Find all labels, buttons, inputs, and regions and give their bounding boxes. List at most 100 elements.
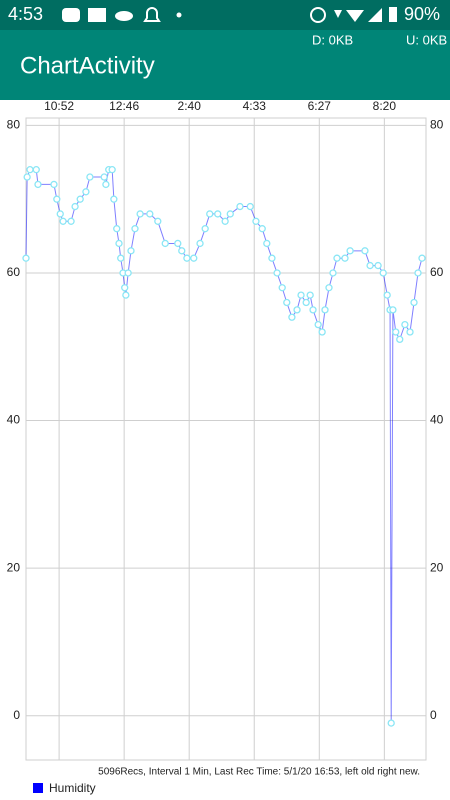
- data-point: [318, 328, 326, 336]
- data-point: [32, 166, 40, 174]
- y-tick-label: 80: [7, 118, 21, 132]
- data-point: [190, 254, 198, 262]
- data-point: [67, 217, 75, 225]
- data-point: [86, 173, 94, 181]
- data-point: [366, 261, 374, 270]
- data-point: [110, 195, 118, 203]
- data-point: [374, 261, 382, 270]
- data-point: [201, 225, 209, 233]
- y-tick-label: 60: [7, 265, 21, 279]
- data-point: [341, 254, 349, 262]
- x-tick-label: 6:27: [308, 99, 332, 113]
- data-point: [273, 269, 281, 277]
- data-point: [154, 217, 162, 225]
- data-point: [258, 225, 266, 233]
- x-tick-label: 8:20: [373, 99, 397, 113]
- line-icon: [62, 8, 80, 22]
- app-title: ChartActivity: [20, 52, 155, 79]
- upload-counter: U: 0KB: [406, 32, 447, 47]
- data-point: [136, 210, 144, 218]
- data-point: [76, 195, 84, 203]
- y-tick-label: 0: [13, 708, 20, 722]
- y2-tick-label: 20: [430, 560, 444, 574]
- data-point: [414, 269, 422, 277]
- mail-icon: [88, 8, 106, 22]
- data-point: [297, 291, 305, 299]
- data-point: [131, 225, 139, 233]
- plot-frame: [25, 117, 427, 761]
- data-point: [146, 210, 154, 218]
- data-point: [178, 247, 186, 255]
- data-point: [115, 239, 123, 248]
- data-point: [346, 247, 354, 255]
- data-point: [387, 719, 395, 727]
- cloud-icon: [115, 11, 133, 21]
- battery-icon: [389, 7, 397, 22]
- data-point: [309, 306, 317, 314]
- bell-icon: [143, 7, 161, 22]
- y2-tick-label: 40: [430, 413, 444, 427]
- data-point: [293, 306, 301, 314]
- x-tick-label: 2:40: [178, 99, 202, 113]
- data-point: [252, 217, 260, 225]
- chart: 0 20 40 60 80 0 20 40 60 80 10:52 12:46 2:40 4:33 6:27…: [7, 99, 444, 761]
- y2-tick-label: 60: [430, 265, 444, 279]
- data-point: [321, 306, 329, 314]
- data-point: [333, 254, 341, 262]
- data-point: [401, 320, 409, 329]
- data-point: [214, 210, 222, 218]
- data-point: [410, 298, 418, 307]
- data-point: [302, 298, 310, 307]
- data-point: [108, 166, 116, 174]
- data-point: [50, 180, 58, 189]
- status-time: 4:53: [8, 4, 43, 24]
- battery-level: 90%: [404, 4, 440, 24]
- data-point: [329, 269, 337, 277]
- data-point: [71, 202, 79, 211]
- data-point: [406, 328, 414, 336]
- data-point: [268, 254, 276, 262]
- wifi-icon: [346, 10, 364, 22]
- data-point: [361, 247, 369, 255]
- data-point: [26, 166, 34, 174]
- x-tick-label: 10:52: [44, 99, 74, 113]
- data-point: [22, 254, 30, 262]
- data-point: [196, 239, 204, 248]
- data-point: [102, 180, 110, 189]
- data-point: [221, 217, 229, 225]
- data-point: [82, 188, 90, 196]
- data-point: [278, 284, 286, 292]
- data-point: [263, 239, 271, 248]
- data-point: [124, 269, 132, 277]
- data-point: [306, 291, 314, 299]
- data-point: [122, 291, 130, 299]
- data-point: [23, 173, 31, 181]
- data-point: [174, 239, 182, 248]
- data-point: [396, 335, 404, 344]
- data-point: [206, 210, 214, 218]
- data-point: [161, 239, 169, 248]
- y2-tick-label: 0: [430, 708, 437, 722]
- data-point: [59, 217, 67, 225]
- x-tick-label: 4:33: [243, 99, 267, 113]
- app-bar: [0, 30, 450, 100]
- legend-label: Humidity: [49, 781, 96, 795]
- data-point: [34, 180, 42, 189]
- data-point: [127, 247, 135, 255]
- data-point: [325, 284, 333, 292]
- data-point: [183, 254, 191, 262]
- alarm-icon: [310, 7, 326, 23]
- data-point: [53, 195, 61, 203]
- data-point: [389, 306, 397, 314]
- y2-tick-label: 80: [430, 118, 444, 132]
- data-point: [113, 225, 121, 233]
- download-counter: D: 0KB: [312, 32, 353, 47]
- dot-icon: [176, 12, 182, 18]
- data-point: [226, 210, 234, 218]
- data-point: [288, 313, 296, 321]
- vibrate-icon: [334, 10, 342, 18]
- data-point: [314, 320, 322, 329]
- data-point: [117, 254, 125, 262]
